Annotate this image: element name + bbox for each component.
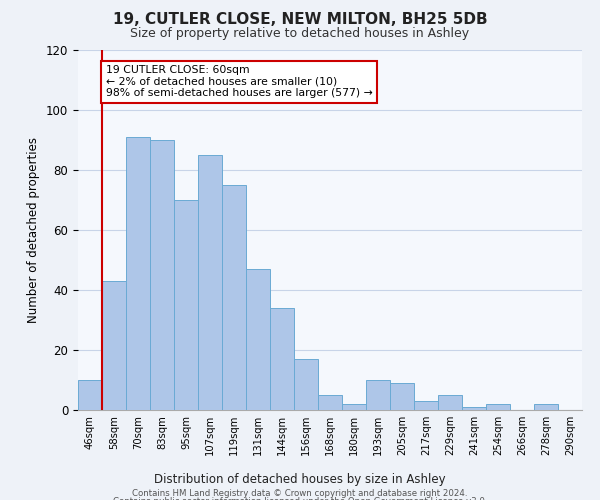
Y-axis label: Number of detached properties: Number of detached properties	[28, 137, 40, 323]
Bar	[222, 185, 246, 410]
Bar	[246, 269, 270, 410]
Bar	[270, 308, 294, 410]
Bar	[342, 404, 366, 410]
Bar	[414, 401, 438, 410]
Bar	[534, 404, 558, 410]
Bar	[462, 407, 486, 410]
Text: Distribution of detached houses by size in Ashley: Distribution of detached houses by size …	[154, 472, 446, 486]
Bar	[174, 200, 198, 410]
Text: 19, CUTLER CLOSE, NEW MILTON, BH25 5DB: 19, CUTLER CLOSE, NEW MILTON, BH25 5DB	[113, 12, 487, 28]
Bar	[390, 383, 414, 410]
Bar	[102, 281, 126, 410]
Bar	[318, 395, 342, 410]
Bar	[150, 140, 174, 410]
Bar	[78, 380, 102, 410]
Bar	[438, 395, 462, 410]
Text: Size of property relative to detached houses in Ashley: Size of property relative to detached ho…	[130, 28, 470, 40]
Text: Contains public sector information licensed under the Open Government Licence v3: Contains public sector information licen…	[113, 496, 487, 500]
Text: 19 CUTLER CLOSE: 60sqm
← 2% of detached houses are smaller (10)
98% of semi-deta: 19 CUTLER CLOSE: 60sqm ← 2% of detached …	[106, 65, 373, 98]
Bar	[198, 155, 222, 410]
Bar	[294, 359, 318, 410]
Bar	[366, 380, 390, 410]
Bar	[126, 137, 150, 410]
Text: Contains HM Land Registry data © Crown copyright and database right 2024.: Contains HM Land Registry data © Crown c…	[132, 489, 468, 498]
Bar	[486, 404, 510, 410]
